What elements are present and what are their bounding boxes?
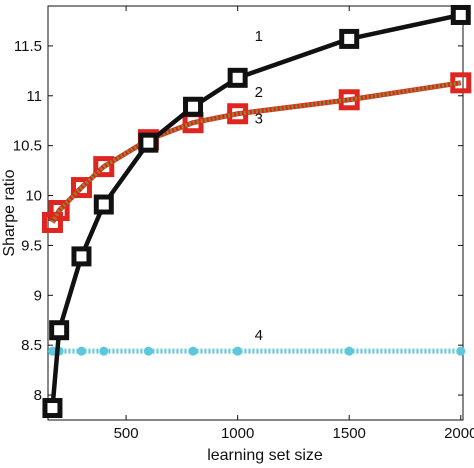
axis-ticks: 500 1000 1500 2000 8 8.5 9 9.5 10 10.5 11 11.5 bbox=[13, 6, 474, 442]
series-4-marker bbox=[188, 346, 198, 356]
series-4-marker bbox=[344, 346, 354, 356]
x-tick-label: 1000 bbox=[221, 425, 254, 442]
y-tick-label: 10.5 bbox=[13, 138, 42, 155]
y-axis-title: Sharpe ratio bbox=[1, 169, 18, 256]
curve-label: 4 bbox=[255, 327, 263, 344]
series-1-marker bbox=[183, 96, 204, 117]
series-4-marker bbox=[456, 346, 466, 356]
series-2-marker bbox=[48, 200, 70, 222]
y-tick-label: 11 bbox=[26, 88, 42, 105]
series-1-marker bbox=[93, 194, 114, 215]
y-tick-label: 10 bbox=[25, 188, 42, 205]
series-1-marker bbox=[138, 132, 159, 153]
x-tick-label: 2000 bbox=[444, 425, 474, 442]
series-2-marker bbox=[70, 177, 92, 199]
y-tick-label: 9.5 bbox=[21, 237, 42, 254]
curve-label: 1 bbox=[255, 28, 263, 45]
y-tick-label: 8 bbox=[34, 387, 42, 404]
series-4-marker bbox=[233, 346, 243, 356]
series-4-marker bbox=[76, 346, 86, 356]
series-2-marker bbox=[338, 89, 360, 111]
series-2-marker bbox=[450, 72, 472, 94]
series-4-marker bbox=[47, 346, 57, 356]
y-tick-label: 8.5 bbox=[21, 337, 42, 354]
series-1-marker bbox=[71, 246, 92, 267]
y-tick-label: 11.5 bbox=[14, 38, 42, 55]
series-4-marker bbox=[143, 346, 153, 356]
x-tick-label: 1500 bbox=[333, 425, 366, 442]
x-tick-label: 500 bbox=[114, 425, 139, 442]
series-1-marker bbox=[450, 4, 471, 25]
curve-label: 2 bbox=[255, 84, 263, 101]
series-1-marker bbox=[227, 67, 248, 88]
y-tick-label: 9 bbox=[34, 287, 42, 304]
curve-labels: 1 2 3 4 bbox=[255, 28, 263, 344]
series-4-marker bbox=[99, 346, 109, 356]
series-layer bbox=[41, 4, 472, 419]
series-2-marker bbox=[93, 156, 115, 178]
curve-label: 3 bbox=[255, 111, 263, 128]
x-axis-title: learning set size bbox=[207, 447, 323, 464]
series-1-marker bbox=[339, 28, 360, 49]
series-1-marker bbox=[42, 398, 63, 419]
series-1-marker bbox=[49, 320, 70, 341]
